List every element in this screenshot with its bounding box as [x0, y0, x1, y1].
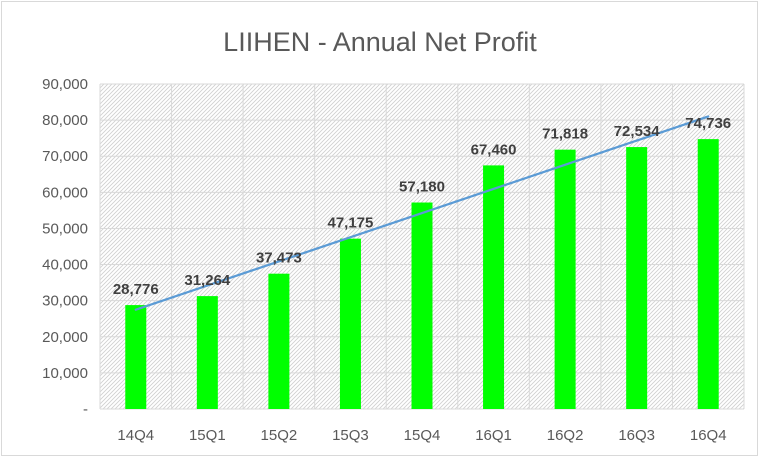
- x-tick-label: 16Q3: [618, 427, 655, 444]
- y-tick-label: 50,000: [42, 220, 88, 237]
- y-tick-label: -: [83, 401, 88, 418]
- data-label: 37,473: [256, 250, 302, 267]
- y-tick-label: 90,000: [42, 76, 88, 93]
- data-label: 71,818: [542, 126, 588, 143]
- x-tick-label: 15Q2: [261, 427, 298, 444]
- bar-series: [125, 139, 719, 410]
- y-tick-label: 60,000: [42, 184, 88, 201]
- y-tick-label: 80,000: [42, 112, 88, 129]
- chart-title: LIIHEN - Annual Net Profit: [223, 27, 537, 57]
- x-tick-label: 16Q1: [475, 427, 512, 444]
- trendline-layer: [134, 115, 710, 311]
- trendline: [134, 115, 710, 311]
- data-label: 28,776: [113, 281, 159, 298]
- data-label: 67,460: [471, 141, 517, 158]
- y-tick-label: 30,000: [42, 293, 88, 310]
- x-tick-label: 14Q4: [117, 427, 154, 444]
- y-tick-label: 40,000: [42, 257, 88, 274]
- x-tick-label: 15Q4: [404, 427, 441, 444]
- y-tick-label: 70,000: [42, 148, 88, 165]
- data-label: 74,736: [685, 115, 731, 132]
- y-tick-label: 10,000: [42, 365, 88, 382]
- bar-15q3: [339, 238, 361, 409]
- data-label: 31,264: [184, 272, 231, 289]
- x-axis: 14Q4 15Q1 15Q2 15Q3 15Q4 16Q1 16Q2 16Q3 16Q4: [117, 427, 726, 444]
- bar-15q1: [196, 296, 218, 409]
- x-tick-label: 16Q4: [690, 427, 727, 444]
- y-tick-label: 20,000: [42, 329, 88, 346]
- bar-16q1: [483, 165, 505, 409]
- y-axis: - 10,000 20,000 30,000 40,000 50,000 60,000 70,…: [42, 76, 88, 418]
- bar-16q3: [626, 147, 648, 410]
- bar-15q4: [411, 202, 433, 409]
- x-tick-label: 15Q1: [189, 427, 226, 444]
- bar-16q2: [554, 149, 576, 409]
- data-label: 47,175: [327, 215, 373, 232]
- x-tick-label: 15Q3: [332, 427, 369, 444]
- bar-14q4: [125, 305, 147, 409]
- x-tick-label: 16Q2: [547, 427, 584, 444]
- data-labels: 28,776 31,264 37,473 47,175 57,180 67,460 71,8…: [113, 115, 731, 298]
- bar-16q4: [697, 139, 719, 409]
- data-label: 57,180: [399, 179, 445, 196]
- bar-15q2: [268, 273, 290, 409]
- data-label: 72,534: [614, 123, 661, 140]
